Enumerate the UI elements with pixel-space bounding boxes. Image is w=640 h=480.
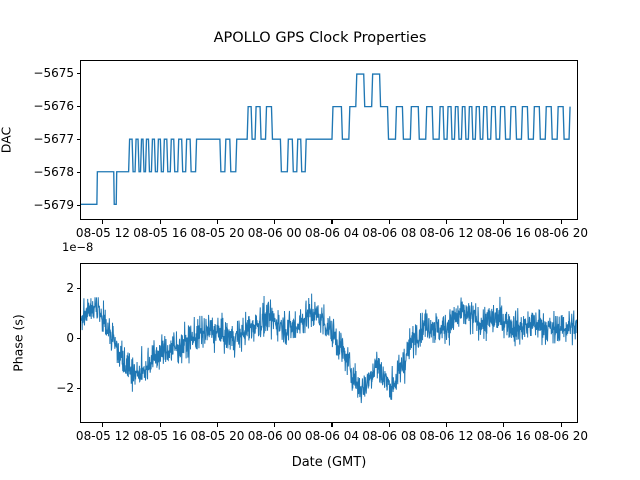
x-tick-mark [560,220,562,224]
x-tick-label: 08-06 12 [419,429,474,443]
phase-line-series [81,264,577,422]
y-tick-label: −2 [56,381,74,395]
x-tick-mark [446,423,448,427]
phase-y-offset-text: 1e−8 [62,240,94,254]
dac-line-series [81,61,577,219]
y-tick-mark [76,105,80,107]
y-tick-label: −5678 [33,165,74,180]
x-tick-label: 08-06 16 [476,226,531,240]
y-tick-label: −5676 [33,99,74,114]
x-tick-label: 08-06 12 [419,226,474,240]
x-tick-label: 08-05 16 [133,226,188,240]
x-tick-mark [274,423,276,427]
x-tick-mark [503,423,505,427]
x-tick-label: 08-05 12 [75,429,130,443]
x-tick-mark [102,220,104,224]
x-tick-label: 08-05 12 [75,226,130,240]
x-tick-label: 08-06 20 [534,429,589,443]
y-tick-mark [76,287,80,289]
x-tick-mark [159,220,161,224]
x-axis-label: Date (GMT) [291,455,367,470]
phase-plot-area [80,263,578,423]
y-tick-mark [76,337,80,339]
x-tick-mark [331,220,333,224]
y-tick-label: 2 [66,281,74,295]
y-tick-label: −5675 [33,66,74,81]
x-tick-mark [560,423,562,427]
x-tick-label: 08-06 16 [476,429,531,443]
x-tick-mark [159,423,161,427]
x-tick-label: 08-06 20 [534,226,589,240]
x-tick-mark [274,220,276,224]
x-tick-label: 08-06 04 [305,226,359,240]
x-tick-label: 08-05 20 [190,429,245,443]
phase-y-axis-label: Phase (s) [10,314,26,372]
x-tick-label: 08-06 08 [362,429,417,443]
y-tick-mark [76,171,80,173]
x-tick-mark [446,220,448,224]
x-tick-label: 08-06 08 [362,226,417,240]
x-tick-mark [216,220,218,224]
y-tick-mark [76,204,80,206]
x-tick-mark [388,220,390,224]
y-tick-label: −5679 [33,198,74,213]
x-tick-label: 08-06 00 [247,226,302,240]
y-tick-label: 0 [66,331,74,345]
x-tick-mark [388,423,390,427]
x-tick-label: 08-05 20 [190,226,245,240]
x-tick-label: 08-05 16 [133,429,188,443]
figure-title: APOLLO GPS Clock Properties [213,30,427,46]
x-tick-label: 08-06 04 [305,429,359,443]
x-tick-mark [216,423,218,427]
x-tick-mark [503,220,505,224]
x-tick-mark [102,423,104,427]
dac-y-axis-label: DAC [0,126,14,154]
x-tick-label: 08-06 00 [247,429,302,443]
y-tick-mark [76,138,80,140]
y-tick-mark [76,72,80,74]
x-tick-mark [331,423,333,427]
dac-plot-area [80,60,578,220]
y-tick-label: −5677 [33,132,74,147]
y-tick-mark [76,387,80,389]
